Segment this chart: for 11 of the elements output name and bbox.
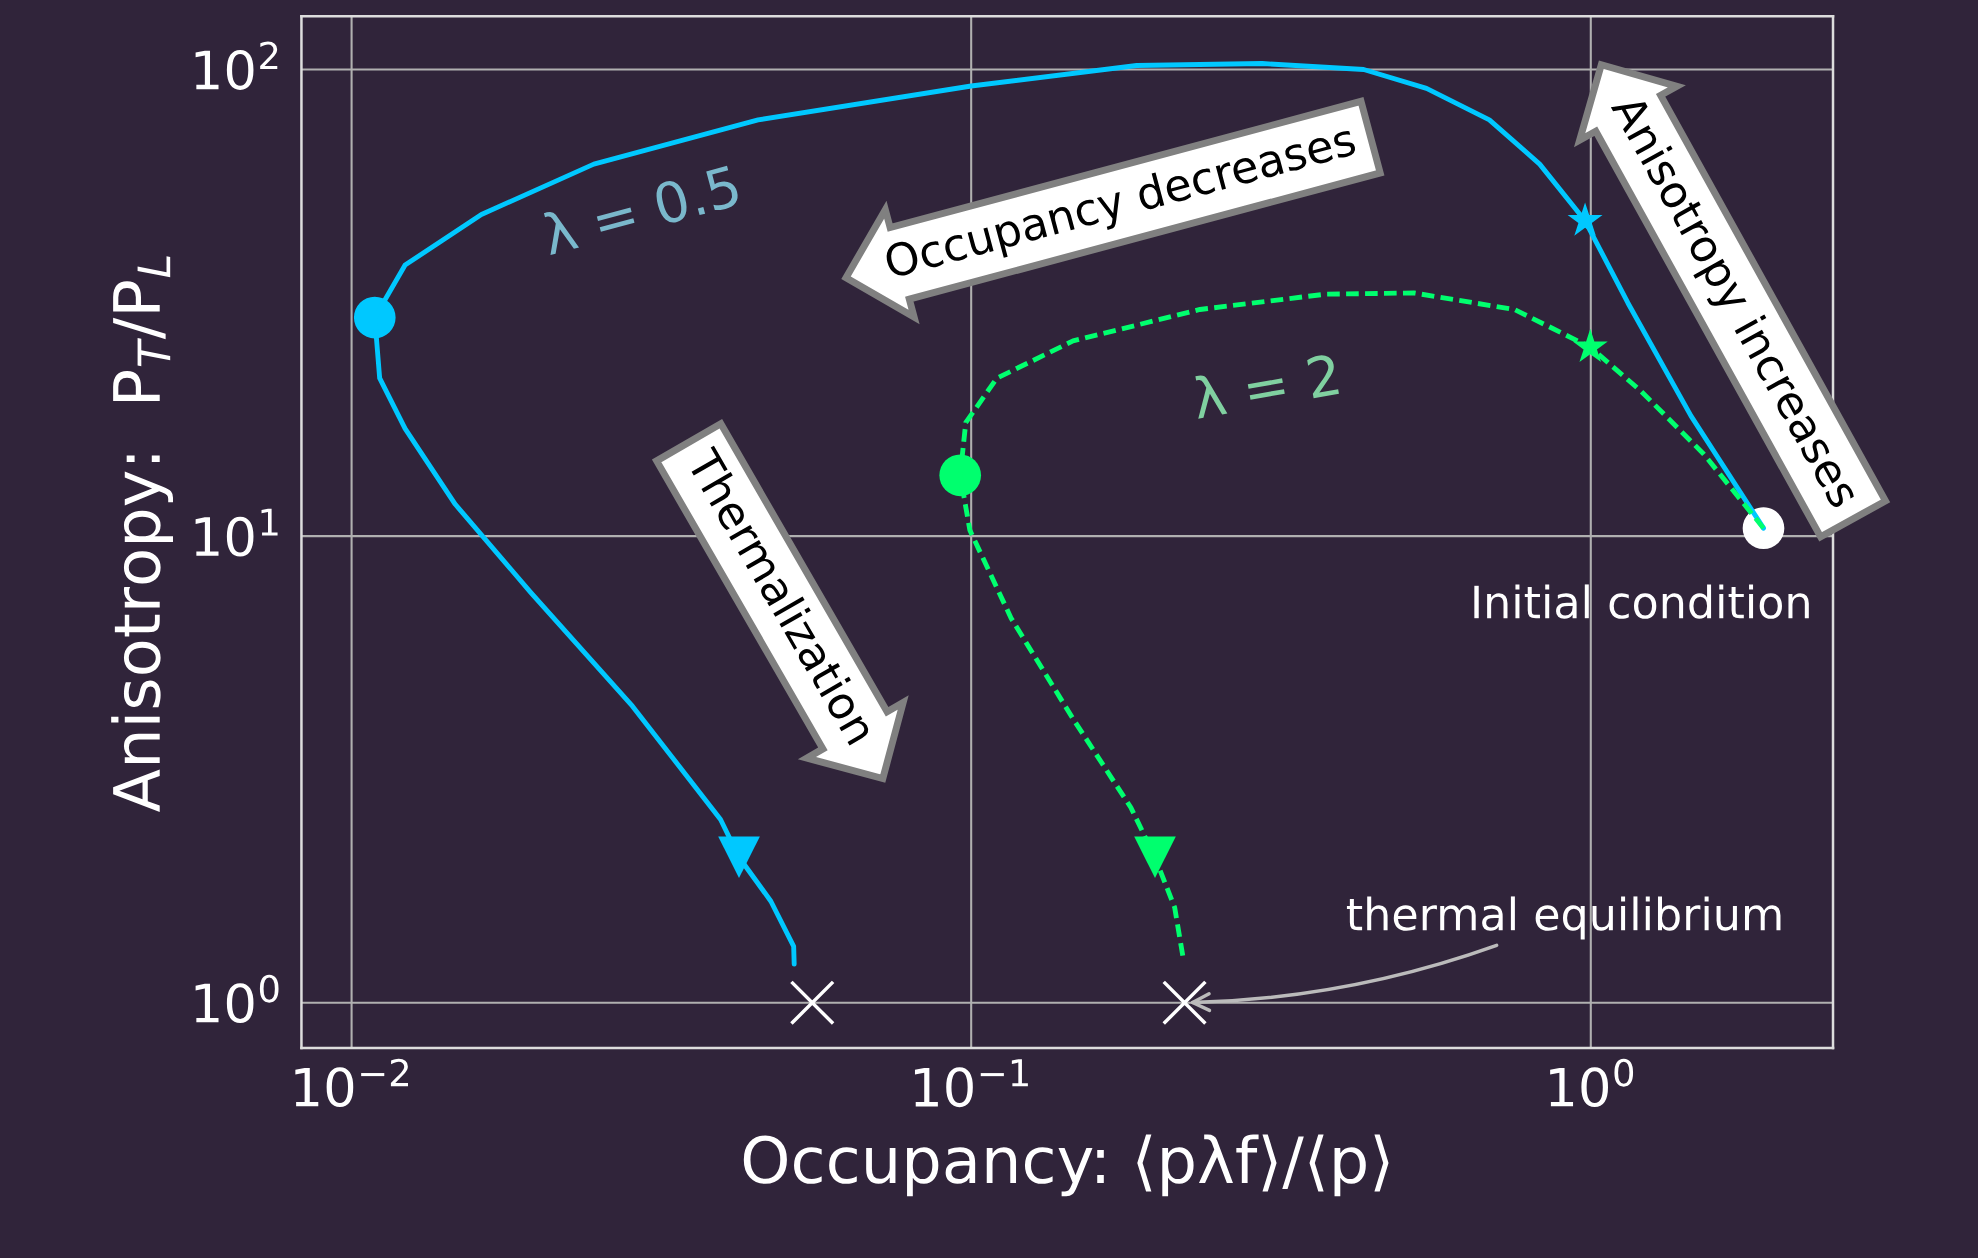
annotation: λ = 0.5	[539, 163, 741, 256]
x-tick-label: 10$^{−2}$	[295, 1058, 408, 1108]
x-tick-label: 10$^{−1}$	[914, 1059, 1028, 1108]
y-tick-label: 10$^{0}$	[195, 974, 279, 1024]
x-tick-label: 10$^{0}$	[1550, 1058, 1634, 1108]
y-tick-label: 10$^{2}$	[195, 41, 278, 90]
annotation: λ = 2	[1190, 352, 1339, 419]
x-axis-title: Occupancy: ⟨pλf⟩/⟨p⟩	[743, 1134, 1389, 1197]
y-axis-title: Anisotropy: P$_{T}$/P$_{L}$	[111, 256, 173, 813]
annotation: Initial condition	[1474, 584, 1809, 619]
y-tick-label: 10$^{1}$	[195, 508, 278, 557]
